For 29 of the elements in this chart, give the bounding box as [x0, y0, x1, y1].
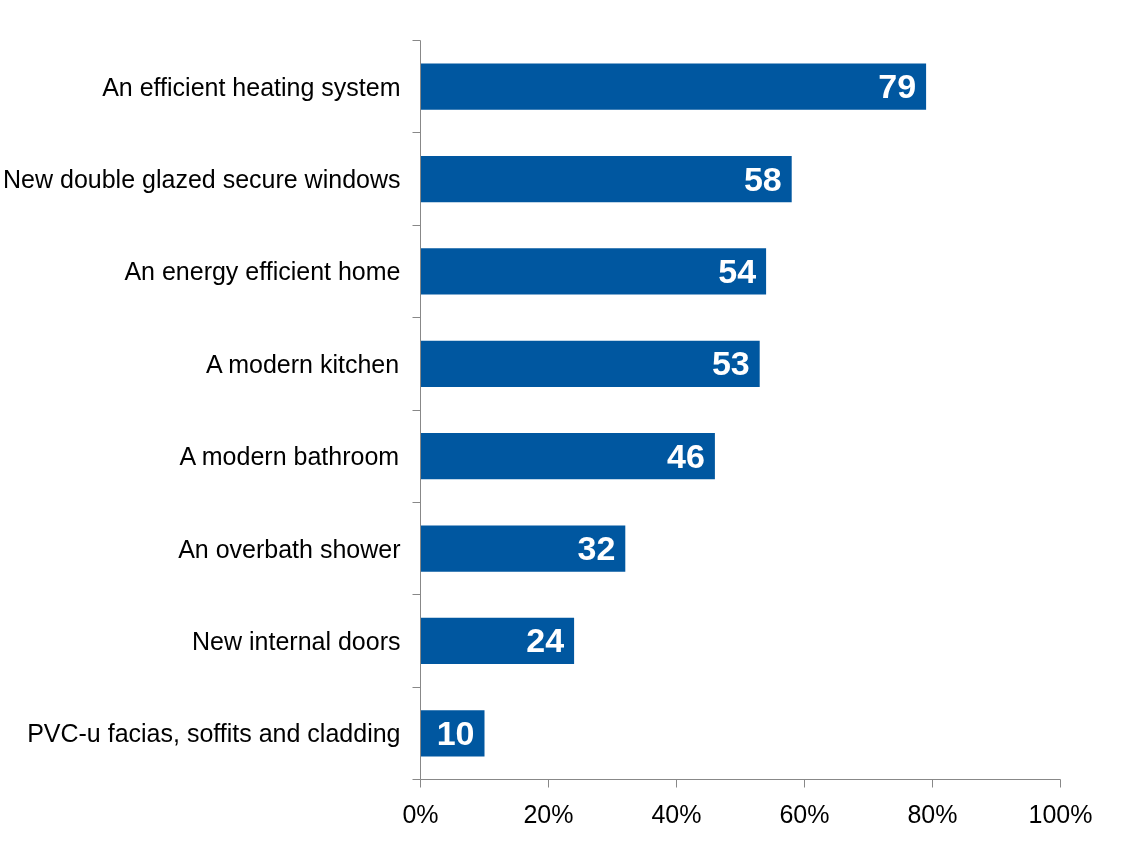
y-tick-label: New internal doors [192, 626, 401, 655]
data-label: 53 [711, 344, 750, 383]
y-tick-label: PVC-u facias, soffits and cladding [27, 719, 401, 748]
y-tick-label: An overbath shower [178, 534, 401, 563]
y-tick-label: An efficient heating system [102, 72, 401, 101]
x-tick-label: 0% [402, 799, 439, 828]
y-tick-label: An energy efficient home [124, 257, 401, 286]
data-label: 10 [436, 713, 475, 752]
y-tick-label: A modern bathroom [179, 442, 400, 471]
bar [420, 433, 715, 480]
bar [420, 525, 626, 572]
y-tick-label: New double glazed secure windows [3, 165, 401, 194]
data-label: 58 [743, 159, 782, 198]
x-tick-label: 60% [779, 799, 830, 828]
data-label: 24 [526, 621, 565, 660]
data-label: 32 [577, 529, 616, 568]
bar [420, 248, 767, 295]
x-tick-label: 40% [651, 799, 702, 828]
bar [420, 617, 575, 665]
x-tick-label: 80% [907, 799, 958, 828]
data-label: 54 [718, 251, 757, 290]
bar [420, 155, 792, 203]
data-label: 79 [878, 67, 917, 106]
bar [420, 63, 927, 110]
y-tick-label: A modern kitchen [205, 349, 400, 378]
x-tick-label: 20% [523, 799, 574, 828]
data-label: 46 [667, 436, 705, 475]
x-tick-label: 100% [1028, 799, 1093, 828]
bar [420, 340, 760, 387]
